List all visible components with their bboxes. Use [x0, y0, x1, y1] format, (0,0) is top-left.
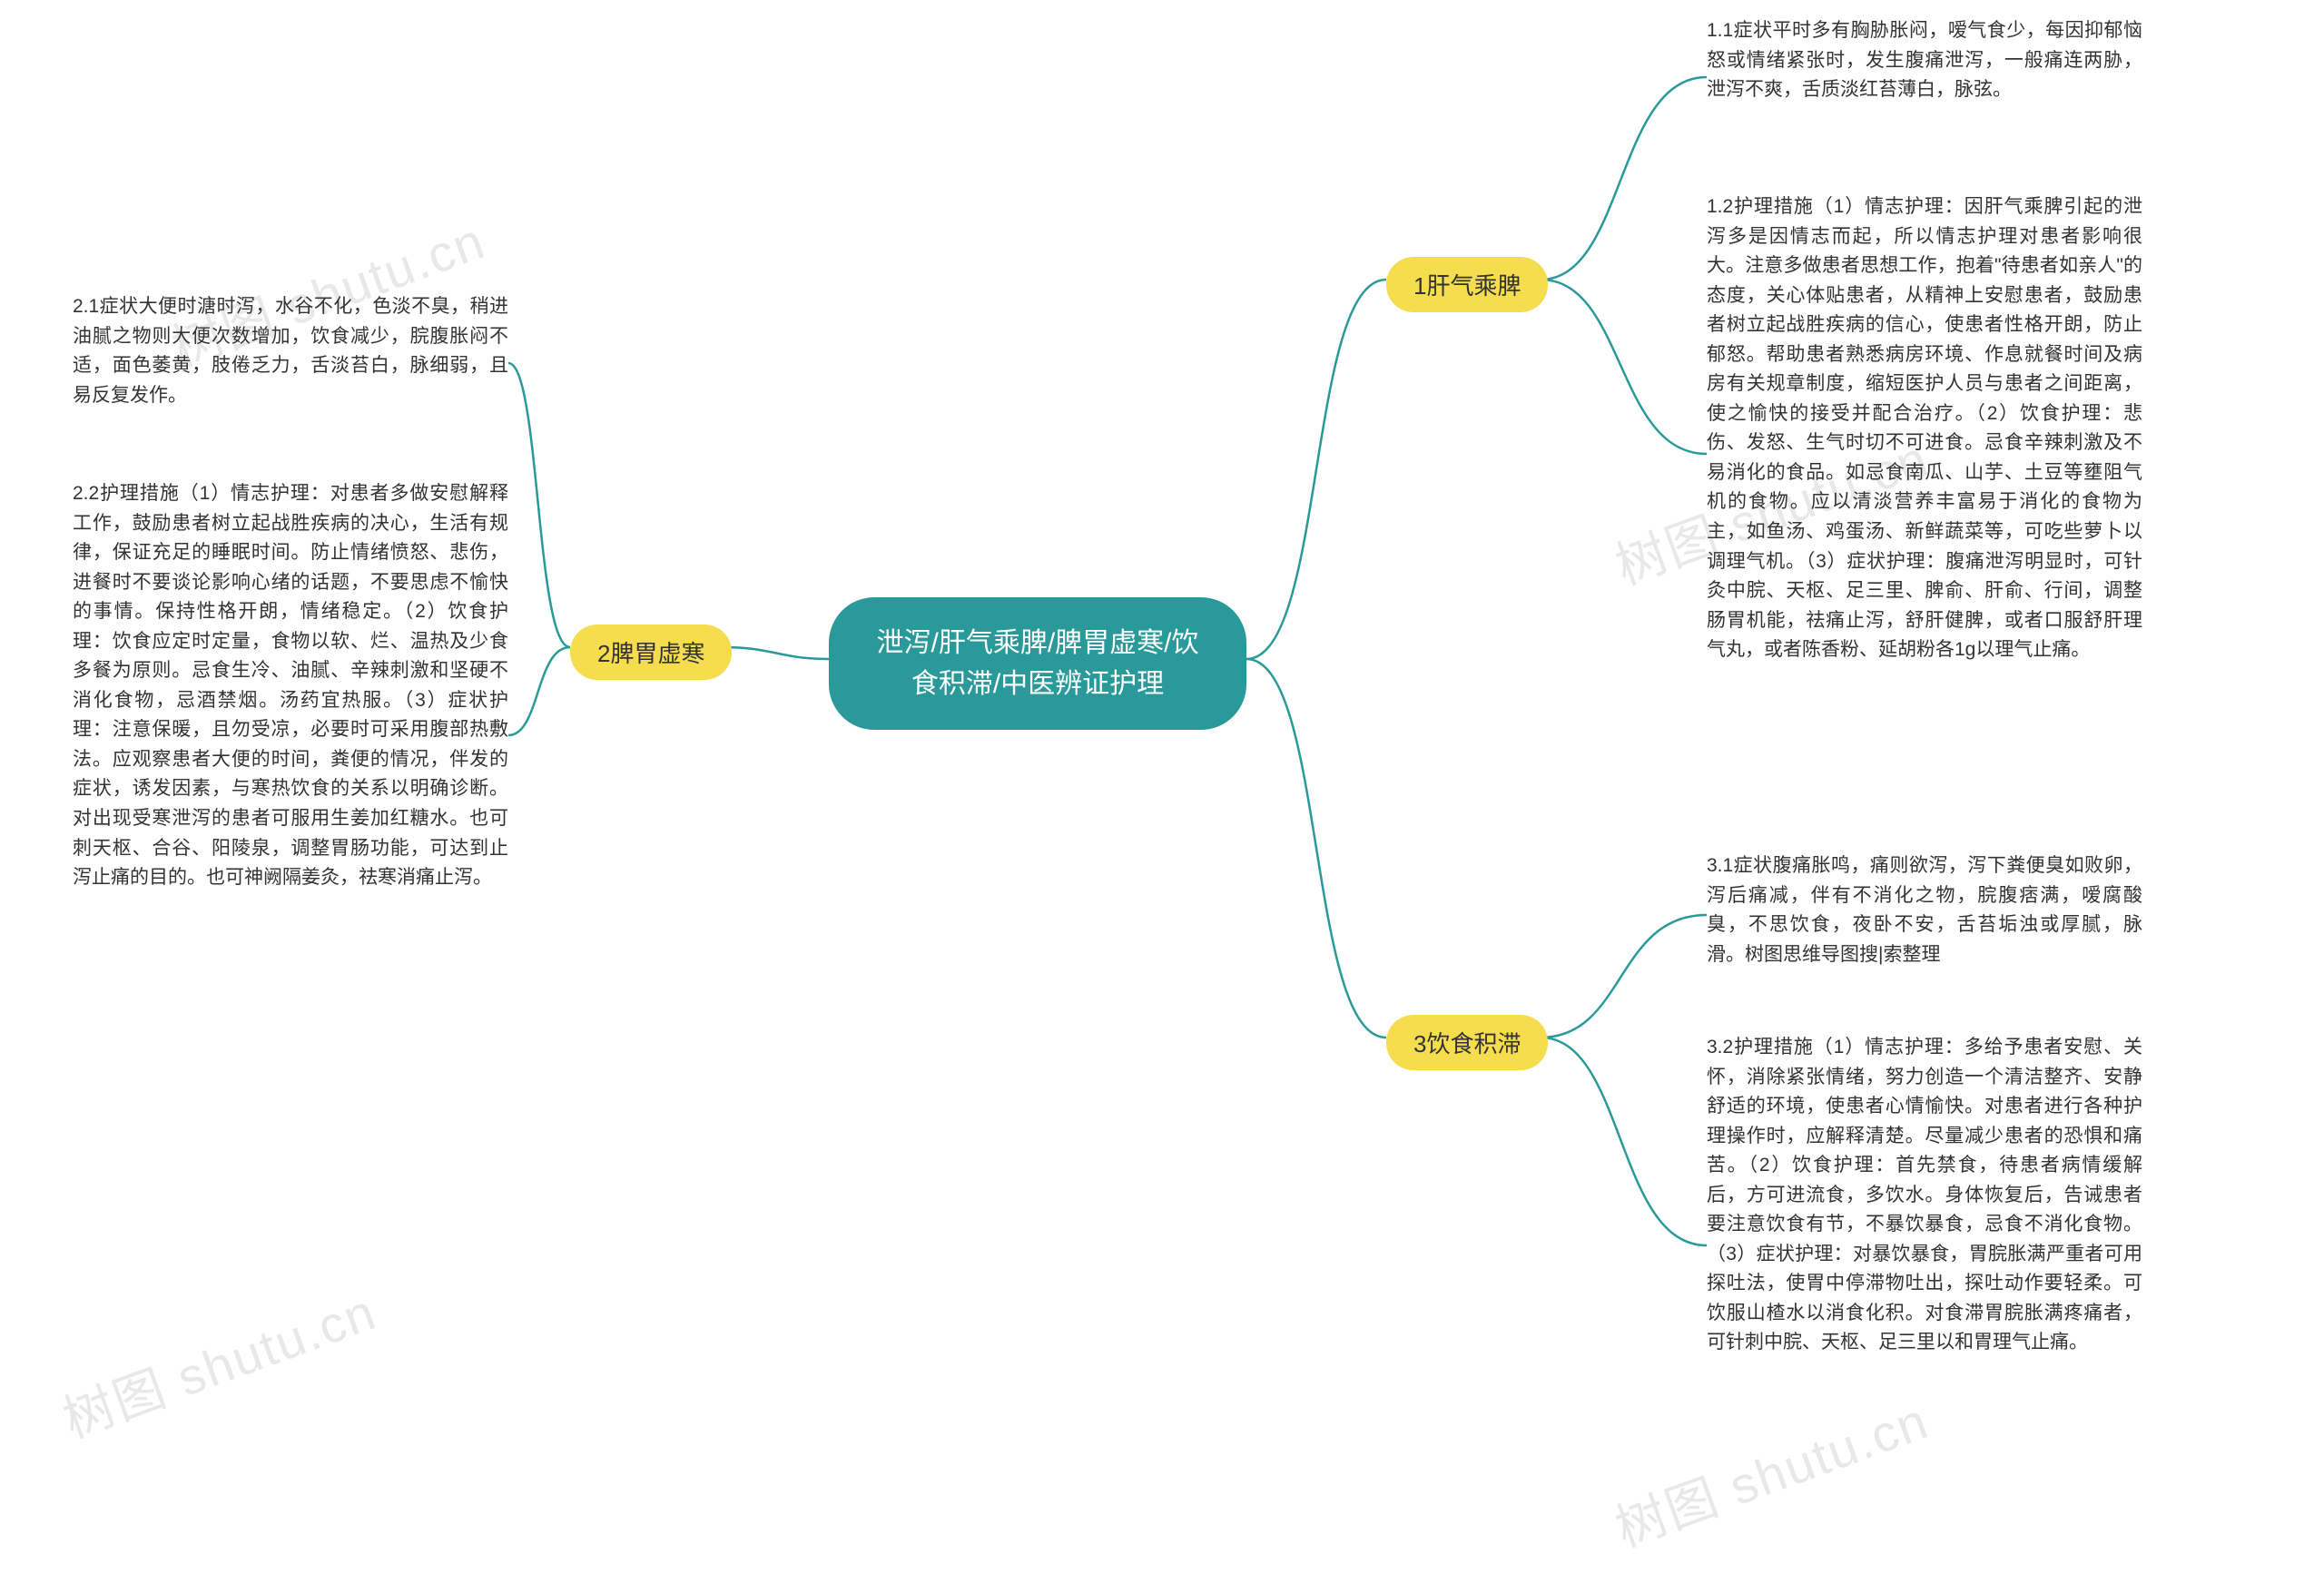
leaf-b1-1: 1.1症状平时多有胸胁胀闷，嗳气食少，每因抑郁恼怒或情绪紧张时，发生腹痛泄泻，一… [1707, 16, 2142, 105]
leaf-b3-1: 3.1症状腹痛胀鸣，痛则欲泻，泻下粪便臭如败卵，泻后痛减，伴有不消化之物，脘腹痞… [1707, 851, 2142, 969]
leaf-b1-2: 1.2护理措施（1）情志护理：因肝气乘脾引起的泄泻多是因情志而起，所以情志护理对… [1707, 192, 2142, 665]
mindmap-center: 泄泻/肝气乘脾/脾胃虚寒/饮食积滞/中医辨证护理 [829, 597, 1246, 730]
branch-spleen-cold: 2脾胃虚寒 [570, 625, 732, 680]
leaf-b3-2: 3.2护理措施（1）情志护理：多给予患者安慰、关怀，消除紧张情绪，努力创造一个清… [1707, 1033, 2142, 1358]
branch-liver-qi: 1肝气乘脾 [1386, 257, 1548, 312]
branch-food-stag: 3饮食积滞 [1386, 1015, 1548, 1070]
watermark: 树图 shutu.cn [52, 1272, 385, 1453]
leaf-b2-1: 2.1症状大便时溏时泻，水谷不化，色淡不臭，稍进油腻之物则大便次数增加，饮食减少… [73, 292, 508, 410]
watermark: 树图 shutu.cn [1604, 1381, 1937, 1562]
leaf-b2-2: 2.2护理措施（1）情志护理：对患者多做安慰解释工作，鼓励患者树立起战胜疾病的决… [73, 479, 508, 893]
